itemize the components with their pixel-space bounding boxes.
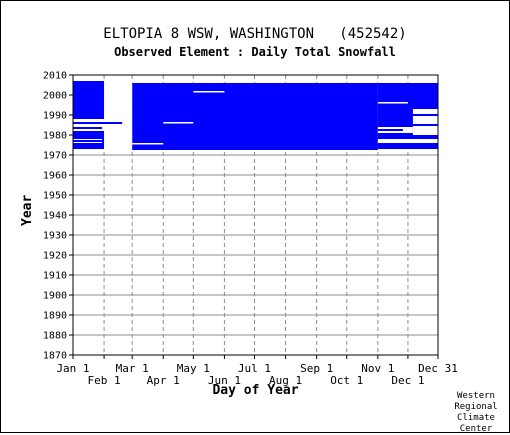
y-tick-label: 2010 [43,71,67,82]
x-tick-label: Aug 1 [269,374,302,387]
data-gap-streak [193,91,225,93]
x-axis-title: Day of Year [212,383,299,398]
x-tick-label: Mar 1 [116,362,149,375]
credit-line: Regional [454,402,498,412]
data-gap-streak [377,102,408,104]
data-streak [412,114,438,116]
data-gap [412,109,438,135]
credit-line: Center [459,424,493,434]
chart-subtitle: Observed Element : Daily Total Snowfall [114,45,396,59]
y-tick-label: 1890 [43,311,67,322]
x-tick-label: Jul 1 [238,362,271,375]
x-tick-label: May 1 [177,362,210,375]
y-axis-title: Year [20,194,35,226]
credit-block: Western Regional Climate Center [451,391,501,435]
data-streak [73,122,123,124]
x-tick-label: Apr 1 [147,374,180,387]
y-tick-label: 1950 [43,191,67,202]
y-tick-label: 1940 [43,211,67,222]
data-streak [412,124,438,126]
x-tick-label: Sep 1 [300,362,333,375]
data-gap [104,81,133,149]
y-tick-label: 1870 [43,351,67,362]
x-tick-label: Feb 1 [88,374,121,387]
y-tick-label: 1930 [43,231,67,242]
x-tick-label: Dec 1 [391,374,424,387]
data-streak [73,140,103,142]
x-tick-label: Jun 1 [208,374,241,387]
y-tick-label: 1880 [43,331,67,342]
x-tick-label: Dec 31 [418,362,458,375]
credit-line: Western [457,391,495,401]
x-tick-label: Nov 1 [361,362,394,375]
y-tick-label: 1990 [43,111,67,122]
chart-title: ELTOPIA 8 WSW, WASHINGTON (452542) [103,26,407,42]
data-gap-streak [132,143,164,145]
y-tick-label: 1970 [43,151,67,162]
y-tick-label: 2000 [43,91,67,102]
data-block [132,83,378,150]
credit-line: Climate [457,413,495,423]
data-gap [377,139,438,143]
y-tick-label: 1960 [43,171,67,182]
data-streak [73,127,103,129]
data-streak [377,129,403,131]
data-block [73,81,105,149]
y-tick-label: 1920 [43,251,67,262]
x-tick-label: Jan 1 [56,362,89,375]
y-tick-label: 1900 [43,291,67,302]
y-tick-label: 1910 [43,271,67,282]
y-tick-label: 1980 [43,131,67,142]
x-tick-label: Oct 1 [330,374,363,387]
data-gap-streak [163,122,194,124]
